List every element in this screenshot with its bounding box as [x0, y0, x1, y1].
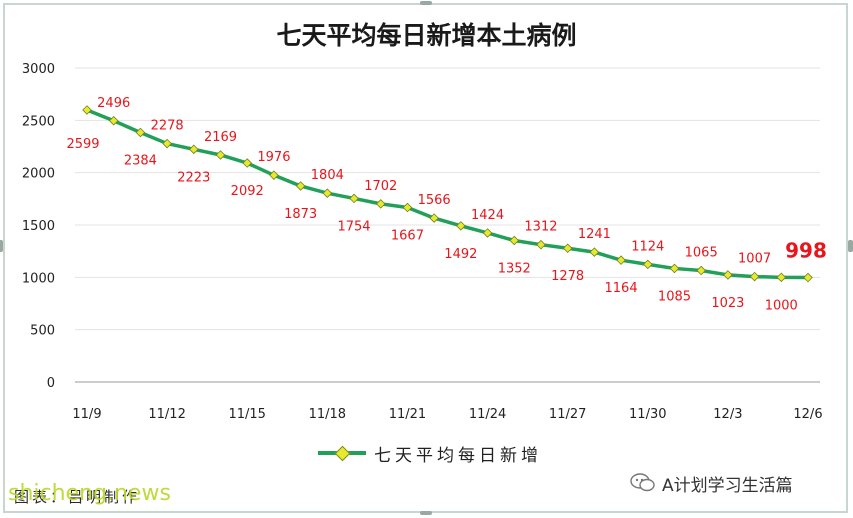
x-tick-label: 11/15: [228, 407, 265, 422]
data-label: 1702: [364, 179, 397, 194]
x-tick-label: 11/24: [469, 407, 506, 422]
data-label: 1241: [578, 227, 611, 242]
x-tick-label: 12/6: [793, 407, 822, 422]
resize-handle-top[interactable]: [420, 1, 432, 5]
data-label: 2223: [177, 170, 210, 185]
chart-title: 七天平均每日新增本土病例: [276, 21, 577, 50]
data-label: 1566: [418, 193, 451, 208]
data-point: [589, 247, 600, 257]
data-point: [643, 259, 653, 270]
x-tick-label: 11/18: [309, 407, 346, 422]
data-label: 1492: [444, 247, 477, 262]
data-point: [402, 202, 413, 213]
data-point: [562, 243, 573, 254]
data-label: 1278: [551, 269, 584, 284]
data-point: [482, 228, 493, 238]
data-point: [82, 105, 92, 115]
data-point: [108, 115, 119, 126]
data-label: 1352: [498, 261, 531, 276]
x-tick-label: 11/9: [72, 407, 101, 422]
data-label: 2496: [97, 96, 130, 111]
data-label: 2278: [151, 119, 184, 134]
series-line: [85, 108, 810, 280]
x-tick-label: 11/27: [549, 407, 586, 422]
x-tick-label: 11/12: [148, 407, 185, 422]
data-point: [536, 239, 546, 250]
resize-handle-bottom[interactable]: [420, 511, 432, 515]
chart-frame: [3, 3, 848, 513]
data-point: [189, 144, 199, 155]
legend-label: 七天平均每日新增: [374, 445, 542, 466]
data-point: [242, 158, 252, 168]
data-label: 1164: [605, 281, 638, 296]
x-tick-label: 11/21: [389, 407, 426, 422]
data-point: [749, 271, 760, 282]
data-label: 1007: [738, 252, 771, 267]
x-tick-label: 11/30: [629, 407, 666, 422]
data-label: 1754: [337, 219, 370, 234]
y-tick-label: 2500: [22, 114, 55, 129]
data-point: [269, 170, 279, 180]
data-label: 1804: [311, 168, 344, 183]
data-point: [669, 263, 680, 274]
data-point: [162, 138, 172, 149]
data-point: [696, 265, 706, 276]
data-point: [509, 235, 520, 246]
site-watermark: shicheng.news: [8, 481, 171, 506]
data-point: [803, 272, 813, 283]
data-label: 2169: [204, 130, 237, 145]
y-tick-label: 500: [30, 324, 55, 339]
data-point: [135, 127, 146, 138]
data-label: 1873: [284, 207, 317, 222]
data-point: [723, 270, 733, 280]
data-label: 998: [785, 239, 827, 263]
y-tick-label: 0: [47, 376, 55, 391]
wechat-bubble-icon: [630, 473, 655, 492]
account-watermark-label: A计划学习生活篇: [662, 475, 793, 496]
data-label: 1000: [765, 298, 798, 313]
data-label: 1085: [658, 289, 691, 304]
data-point: [456, 221, 466, 231]
data-label: 1976: [257, 150, 290, 165]
legend-swatch-icon: [318, 441, 366, 465]
data-label: 1424: [471, 208, 504, 223]
y-tick-label: 1000: [22, 271, 55, 286]
data-label: 1667: [391, 229, 424, 244]
data-point: [616, 255, 626, 265]
data-label: 1124: [631, 239, 664, 254]
chart-source-credit: 图表：吕明制作: [14, 488, 141, 506]
y-tick-label: 1500: [22, 219, 55, 234]
data-point: [776, 272, 787, 283]
data-label: 2599: [66, 137, 99, 152]
data-point: [429, 213, 439, 223]
y-tick-label: 2000: [22, 167, 55, 182]
data-point: [349, 193, 359, 204]
resize-handle-right[interactable]: [848, 240, 853, 252]
data-label: 1065: [685, 246, 718, 261]
chart-legend: 七天平均每日新增: [318, 441, 542, 466]
x-tick-label: 12/3: [713, 407, 742, 422]
data-point: [375, 199, 386, 209]
data-label: 2092: [231, 184, 264, 199]
data-point: [295, 181, 306, 191]
data-point: [215, 150, 226, 160]
account-watermark: A计划学习生活篇: [630, 470, 793, 496]
data-label: 2384: [124, 153, 157, 168]
resize-handle-left[interactable]: [0, 240, 3, 252]
y-tick-label: 3000: [22, 62, 55, 77]
data-label: 1023: [711, 296, 744, 311]
data-label: 1312: [524, 220, 557, 235]
data-point: [322, 188, 333, 198]
